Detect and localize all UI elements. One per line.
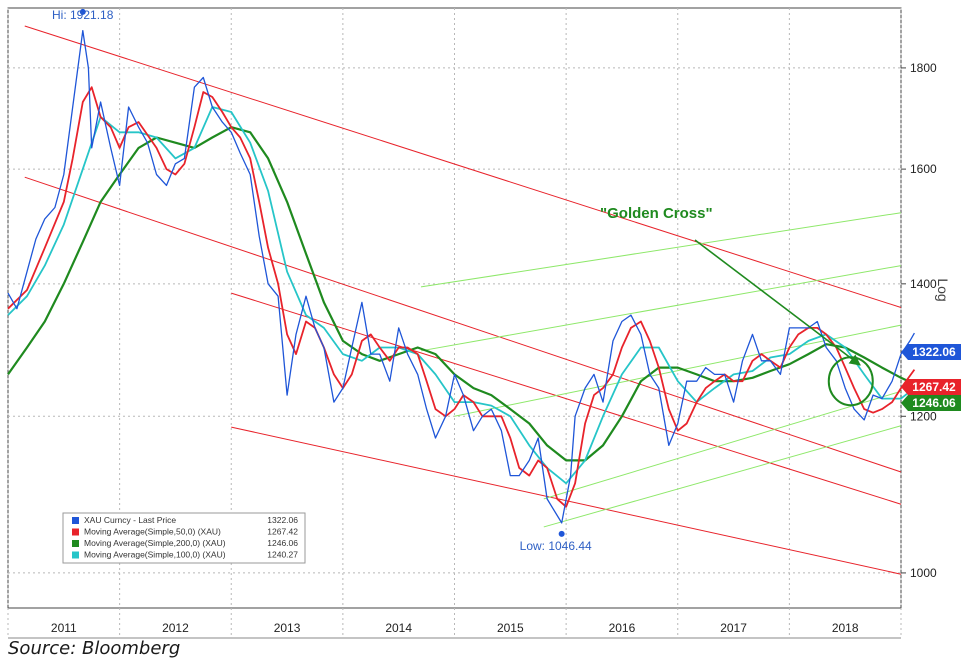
x-tick-label: 2016: [609, 621, 636, 635]
y-axis: 1000 1200 1400 1600 1800 Log: [901, 61, 951, 580]
ma50-series-line: [7, 86, 916, 508]
legend: XAU Curncy - Last Price 1322.06 Moving Ave…: [62, 512, 306, 564]
x-tick-label: 2013: [274, 621, 301, 635]
green-channel-line: [543, 390, 902, 500]
series-group: [7, 29, 916, 524]
legend-entry-label: Moving Average(Simple,200,0) (XAU): [84, 538, 226, 548]
legend-swatch: [72, 540, 79, 547]
x-tick-label: 2015: [497, 621, 524, 635]
golden-cross-arrow: [694, 239, 861, 366]
golden-cross-circle: [827, 356, 874, 407]
price-price-tag-value: 1322.06: [912, 345, 956, 359]
ma200-price-tag-value: 1246.06: [912, 396, 956, 410]
price-tags: 1322.06 1267.42 1246.06: [901, 344, 961, 411]
legend-entry-value: 1322.06: [267, 515, 298, 525]
legend-entry-label: Moving Average(Simple,50,0) (XAU): [84, 527, 221, 537]
x-axis: 2011 2012 2013 2014 2015 2016 2017 2018: [8, 621, 901, 639]
legend-swatch: [72, 551, 79, 559]
low-marker: [558, 530, 565, 537]
legend-swatch: [72, 528, 79, 536]
golden-cross-label: "Golden Cross": [600, 205, 713, 222]
ma50-price-tag: [901, 379, 961, 395]
legend-entry-value: 1240.27: [267, 550, 298, 560]
high-marker: [79, 8, 86, 15]
green-channel-line: [420, 212, 902, 288]
ma200-series-line: [7, 126, 915, 462]
legend-entry-label: XAU Curncy - Last Price: [84, 515, 176, 525]
x-tick-label: 2012: [162, 621, 189, 635]
y-tick-label: 1400: [910, 277, 937, 291]
y-tick-label: 1600: [910, 162, 937, 176]
green-channel-line: [420, 265, 902, 352]
red-channel-line: [24, 25, 902, 308]
ma50-price-tag-value: 1267.42: [912, 380, 956, 394]
x-tick-label: 2011: [51, 621, 77, 635]
green-channel-line: [543, 425, 902, 528]
red-channel-line: [231, 292, 902, 505]
price-series-line: [7, 29, 915, 524]
legend-entry-value: 1267.42: [267, 527, 298, 537]
low-annotation: Low: 1046.44: [520, 539, 592, 553]
x-tick-label: 2017: [720, 621, 747, 635]
y-tick-label: 1000: [910, 566, 937, 580]
annotations: Hi: 1921.18 Low: 1046.44 "Golden Cross": [52, 8, 874, 553]
ma200-price-tag: [901, 395, 961, 411]
legend-swatch: [72, 517, 79, 524]
legend-entry-value: 1246.06: [267, 538, 298, 548]
y-axis-label: Log: [935, 278, 951, 301]
x-tick-label: 2014: [385, 621, 412, 635]
legend-box: [62, 512, 306, 564]
source-note: Source: Bloomberg: [8, 638, 181, 659]
price-price-tag: [901, 344, 961, 360]
ma100-series-line: [7, 106, 915, 485]
x-tick-label: 2018: [832, 621, 859, 635]
y-tick-label: 1800: [910, 61, 937, 75]
legend-entry-label: Moving Average(Simple,100,0) (XAU): [84, 550, 226, 560]
high-annotation: Hi: 1921.18: [52, 8, 114, 22]
red-channel-line: [24, 176, 902, 473]
y-tick-label: 1200: [910, 409, 937, 423]
